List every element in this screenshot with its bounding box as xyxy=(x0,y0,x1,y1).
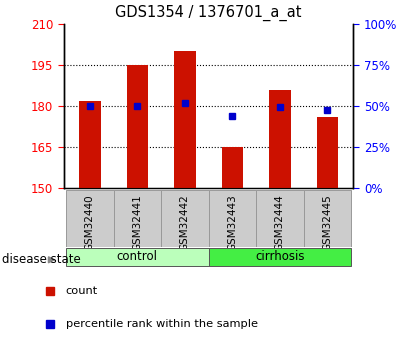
Bar xyxy=(79,101,101,188)
Bar xyxy=(66,190,113,247)
Bar xyxy=(161,190,209,247)
Bar xyxy=(174,51,196,188)
Text: count: count xyxy=(66,286,98,296)
Text: cirrhosis: cirrhosis xyxy=(255,250,305,263)
Bar xyxy=(316,117,338,188)
Bar xyxy=(127,65,148,188)
Bar xyxy=(222,147,243,188)
Text: GSM32444: GSM32444 xyxy=(275,194,285,251)
Bar xyxy=(209,190,256,247)
Text: disease state: disease state xyxy=(2,253,81,266)
Bar xyxy=(269,90,291,188)
Text: control: control xyxy=(117,250,158,263)
Text: GSM32440: GSM32440 xyxy=(85,194,95,251)
Text: GSM32445: GSM32445 xyxy=(322,194,332,251)
Bar xyxy=(304,190,351,247)
Text: percentile rank within the sample: percentile rank within the sample xyxy=(66,319,258,329)
Text: GSM32442: GSM32442 xyxy=(180,194,190,251)
Bar xyxy=(256,190,304,247)
Bar xyxy=(113,190,161,247)
Bar xyxy=(66,248,209,266)
Text: GSM32443: GSM32443 xyxy=(227,194,237,251)
Title: GDS1354 / 1376701_a_at: GDS1354 / 1376701_a_at xyxy=(115,5,302,21)
Bar xyxy=(209,248,351,266)
Text: GSM32441: GSM32441 xyxy=(132,194,142,251)
